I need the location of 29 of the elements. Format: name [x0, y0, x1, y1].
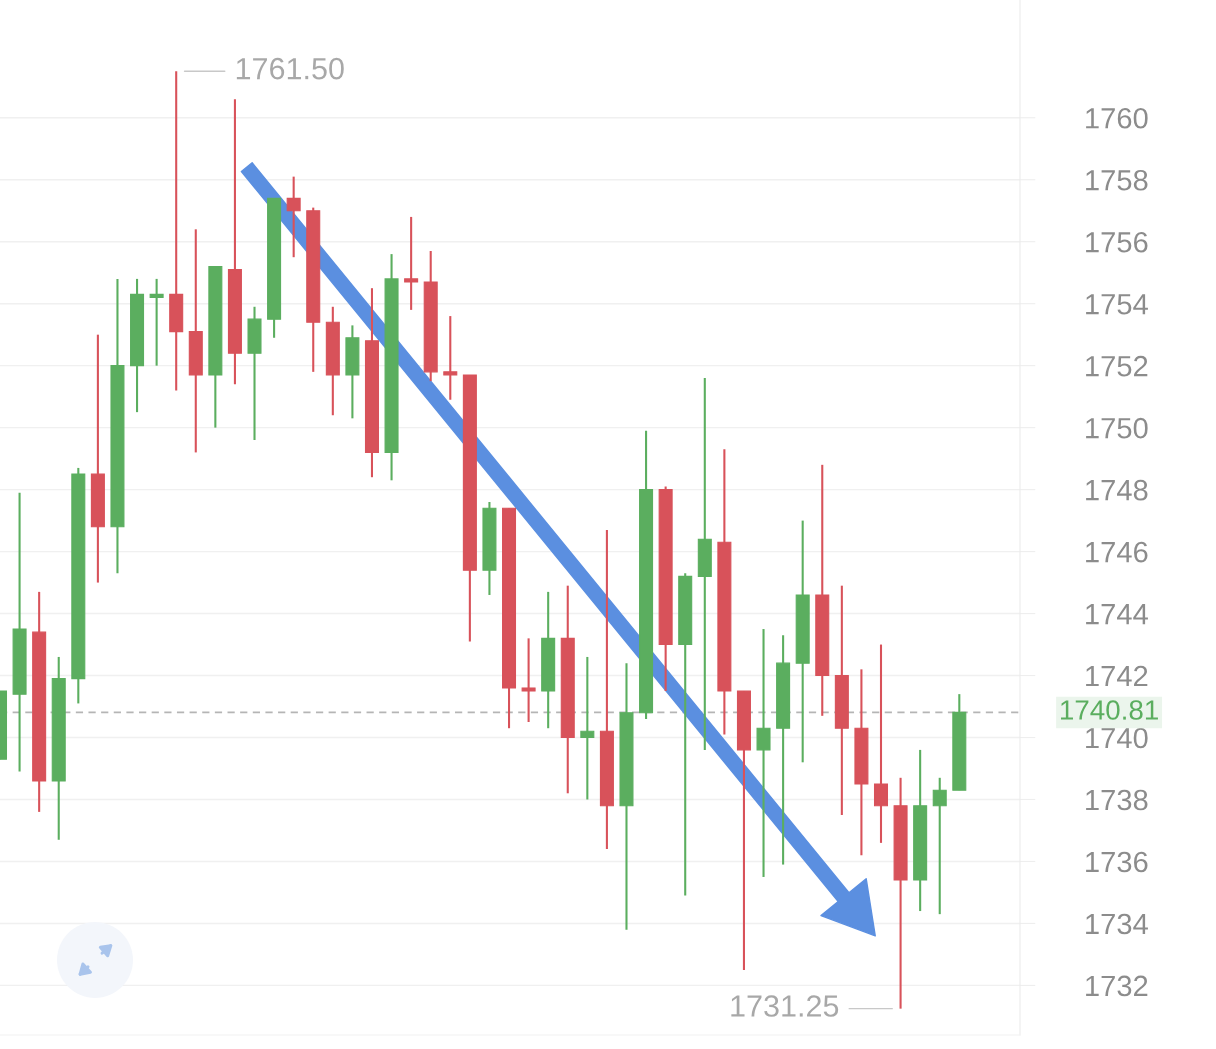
candlestick [580, 655, 595, 801]
y-tick-label: 1754 [1086, 294, 1148, 315]
candlestick [873, 643, 889, 844]
y-tick-label: 1742 [1086, 665, 1148, 687]
candlestick [697, 377, 712, 751]
candlestick [169, 70, 184, 392]
candlestick [521, 637, 536, 724]
y-tick-label: 1748 [1086, 479, 1148, 501]
annotation: 1761.50 [236, 57, 344, 80]
y-tick-label: 1732 [1086, 975, 1148, 997]
y-tick-label: 1750 [1086, 417, 1148, 439]
annotation: 1731.25 [731, 995, 839, 1017]
candlestick [443, 315, 458, 401]
y-tick-label: 1738 [1086, 789, 1148, 811]
candlestick [149, 277, 164, 367]
candlestick [756, 628, 771, 878]
y-tick-label: 1740 [1086, 727, 1148, 749]
y-tick-label: 1760 [1086, 107, 1148, 129]
ref-line-label: 1740.81 [1061, 700, 1158, 720]
candlestick [286, 175, 301, 259]
y-tick-label: 1744 [1086, 604, 1148, 625]
candlestick [932, 776, 947, 916]
candlestick [404, 215, 419, 311]
y-tick-label: 1758 [1086, 169, 1148, 191]
y-tick-label: 1734 [1086, 913, 1148, 935]
y-tick-label: 1736 [1086, 851, 1148, 873]
y-tick-label: 1746 [1086, 541, 1148, 563]
y-tick-label: 1756 [1086, 231, 1148, 253]
y-tick-label: 1752 [1086, 355, 1148, 377]
